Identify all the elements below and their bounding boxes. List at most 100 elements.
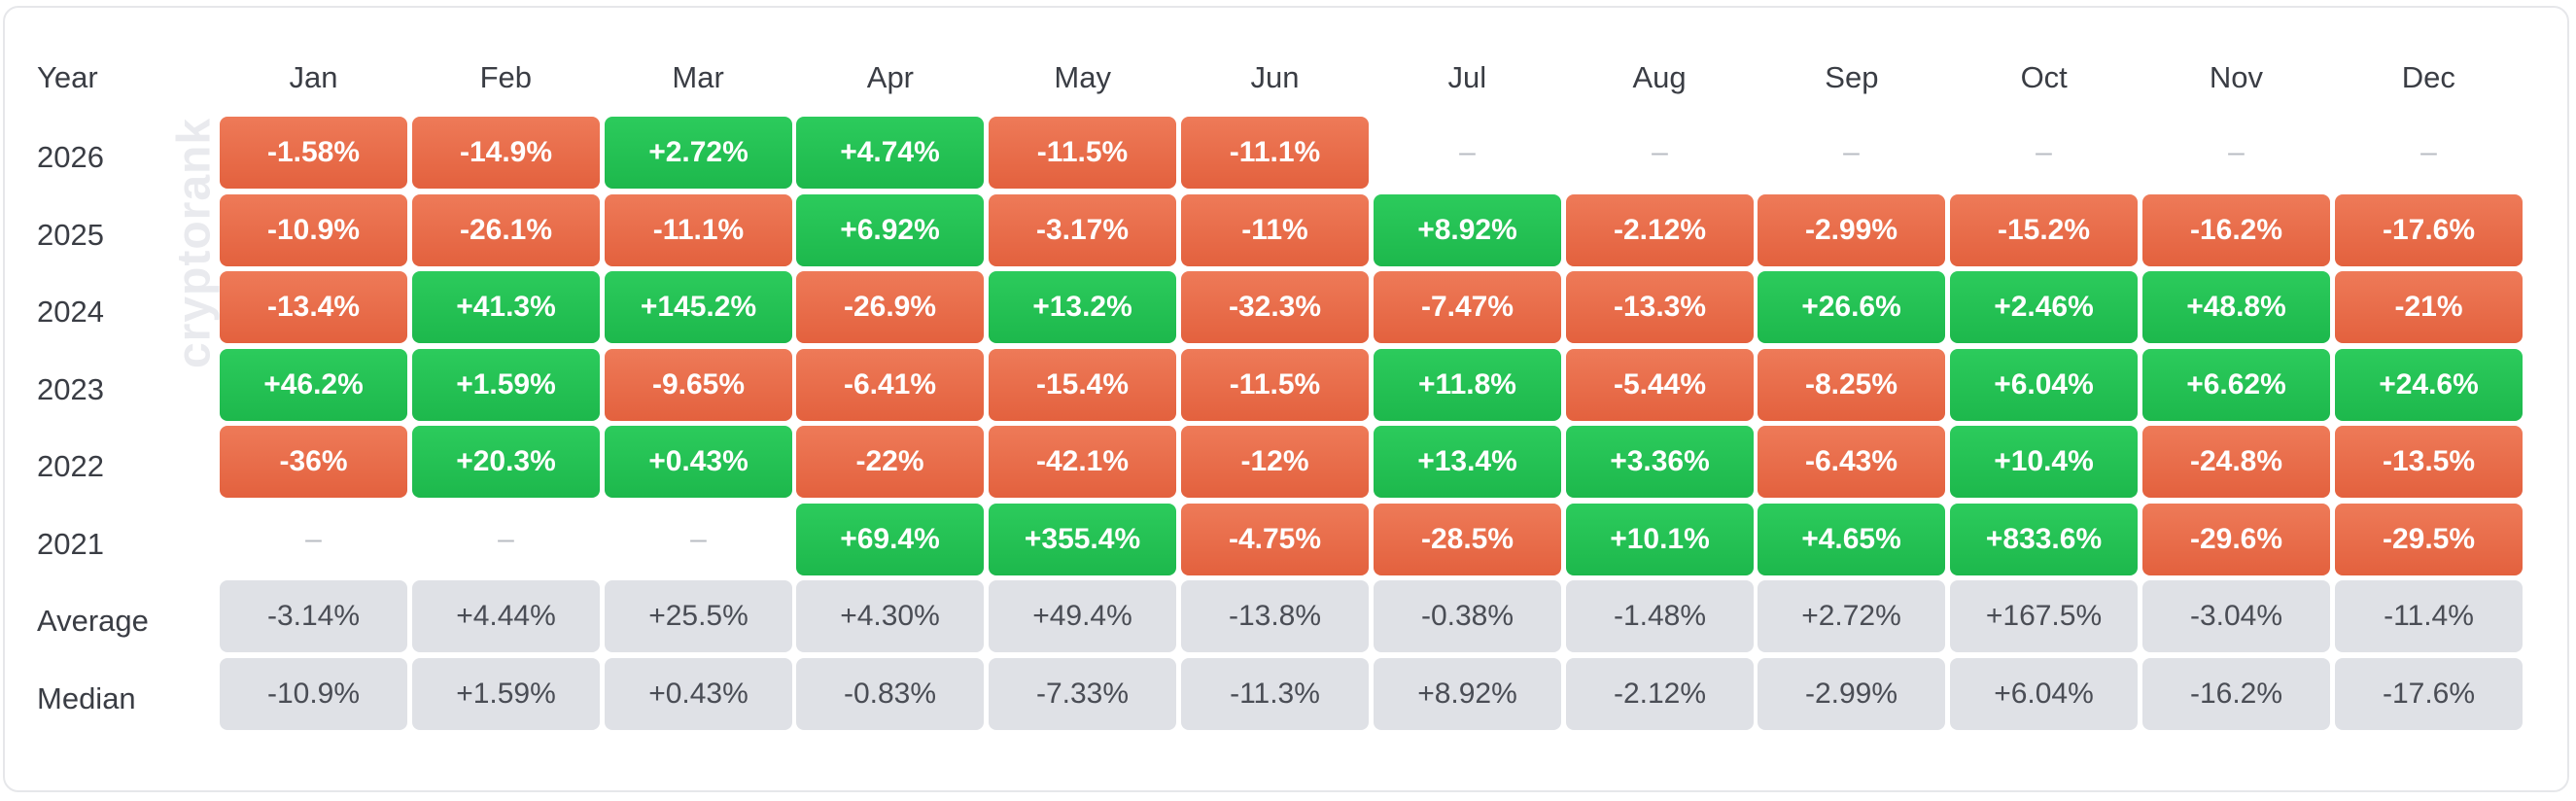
cell-2023-feb: +1.59% [412,349,600,421]
cell-2026-dec: – [2420,136,2437,168]
cell-2024-oct: +2.46% [1950,271,2138,343]
cell-2023-dec: +24.6% [2335,349,2523,421]
row-label-2022: 2022 [37,449,104,483]
cell-average-sep: +2.72% [1758,580,1945,652]
cell-2026-nov: – [2228,136,2245,168]
cell-2023-jan: +46.2% [220,349,407,421]
cell-2026-sep: – [1843,136,1860,168]
cell-2024-dec: -21% [2335,271,2523,343]
cell-2024-sep: +26.6% [1758,271,1945,343]
month-header-may: May [1054,60,1111,94]
cell-2023-mar: -9.65% [605,349,792,421]
month-header-apr: Apr [866,60,915,94]
year-column-header: Year [37,60,98,94]
cell-2025-feb: -26.1% [412,194,600,266]
cell-2021-dec: -29.5% [2335,504,2523,575]
cell-2024-apr: -26.9% [796,271,984,343]
cell-2022-jun: -12% [1181,426,1369,498]
cell-2023-aug: -5.44% [1566,349,1754,421]
cell-average-mar: +25.5% [605,580,792,652]
cell-2022-feb: +20.3% [412,426,600,498]
cell-2021-sep: +4.65% [1758,504,1945,575]
month-header-feb: Feb [479,60,532,94]
cell-2022-jan: -36% [220,426,407,498]
cell-average-nov: -3.04% [2142,580,2330,652]
cell-2026-aug: – [1652,136,1668,168]
cell-2021-aug: +10.1% [1566,504,1754,575]
cell-2025-apr: +6.92% [796,194,984,266]
month-header-nov: Nov [2209,60,2264,94]
cell-2021-jan: – [305,523,322,555]
cell-2022-dec: -13.5% [2335,426,2523,498]
cell-2026-may: -11.5% [989,117,1176,189]
cell-average-jun: -13.8% [1181,580,1369,652]
cell-median-aug: -2.12% [1566,658,1754,730]
cell-2026-oct: – [2036,136,2052,168]
cell-2025-may: -3.17% [989,194,1176,266]
cell-2021-may: +355.4% [989,504,1176,575]
cell-2026-jan: -1.58% [220,117,407,189]
cell-median-mar: +0.43% [605,658,792,730]
cell-2026-apr: +4.74% [796,117,984,189]
month-header-jan: Jan [289,60,338,94]
cell-average-may: +49.4% [989,580,1176,652]
row-label-2026: 2026 [37,140,104,174]
cell-2026-jun: -11.1% [1181,117,1369,189]
row-label-median: Median [37,681,136,715]
cell-average-oct: +167.5% [1950,580,2138,652]
cell-2025-oct: -15.2% [1950,194,2138,266]
cell-median-sep: -2.99% [1758,658,1945,730]
cell-2022-sep: -6.43% [1758,426,1945,498]
cell-2024-jul: -7.47% [1374,271,1561,343]
cell-median-jan: -10.9% [220,658,407,730]
month-header-sep: Sep [1825,60,1879,94]
month-header-aug: Aug [1632,60,1687,94]
cell-2023-oct: +6.04% [1950,349,2138,421]
cell-2024-aug: -13.3% [1566,271,1754,343]
cell-median-feb: +1.59% [412,658,600,730]
cell-2021-mar: – [690,523,707,555]
cell-2022-aug: +3.36% [1566,426,1754,498]
cell-average-dec: -11.4% [2335,580,2523,652]
cell-2021-jul: -28.5% [1374,504,1561,575]
cell-2021-jun: -4.75% [1181,504,1369,575]
cell-2023-sep: -8.25% [1758,349,1945,421]
cell-average-aug: -1.48% [1566,580,1754,652]
cell-median-nov: -16.2% [2142,658,2330,730]
cell-average-jul: -0.38% [1374,580,1561,652]
cell-2021-oct: +833.6% [1950,504,2138,575]
cell-2024-mar: +145.2% [605,271,792,343]
cell-median-apr: -0.83% [796,658,984,730]
cell-2023-may: -15.4% [989,349,1176,421]
cell-2023-nov: +6.62% [2142,349,2330,421]
cell-2021-feb: – [498,523,514,555]
cell-2024-jan: -13.4% [220,271,407,343]
cell-2025-dec: -17.6% [2335,194,2523,266]
cell-average-feb: +4.44% [412,580,600,652]
month-header-mar: Mar [672,60,724,94]
cell-2025-nov: -16.2% [2142,194,2330,266]
cell-2023-apr: -6.41% [796,349,984,421]
cell-2024-may: +13.2% [989,271,1176,343]
cell-2022-nov: -24.8% [2142,426,2330,498]
month-header-dec: Dec [2401,60,2455,94]
cell-median-jul: +8.92% [1374,658,1561,730]
cell-2022-may: -42.1% [989,426,1176,498]
cell-median-may: -7.33% [989,658,1176,730]
cell-2025-aug: -2.12% [1566,194,1754,266]
cell-2026-mar: +2.72% [605,117,792,189]
row-label-2024: 2024 [37,295,104,329]
cell-2025-sep: -2.99% [1758,194,1945,266]
cell-2025-mar: -11.1% [605,194,792,266]
cell-2025-jun: -11% [1181,194,1369,266]
cell-2021-nov: -29.6% [2142,504,2330,575]
cell-2025-jan: -10.9% [220,194,407,266]
cell-2024-nov: +48.8% [2142,271,2330,343]
cell-2023-jun: -11.5% [1181,349,1369,421]
cell-2022-mar: +0.43% [605,426,792,498]
cell-2022-jul: +13.4% [1374,426,1561,498]
cell-2024-feb: +41.3% [412,271,600,343]
cell-2025-jul: +8.92% [1374,194,1561,266]
cell-2022-oct: +10.4% [1950,426,2138,498]
month-header-oct: Oct [2020,60,2068,94]
